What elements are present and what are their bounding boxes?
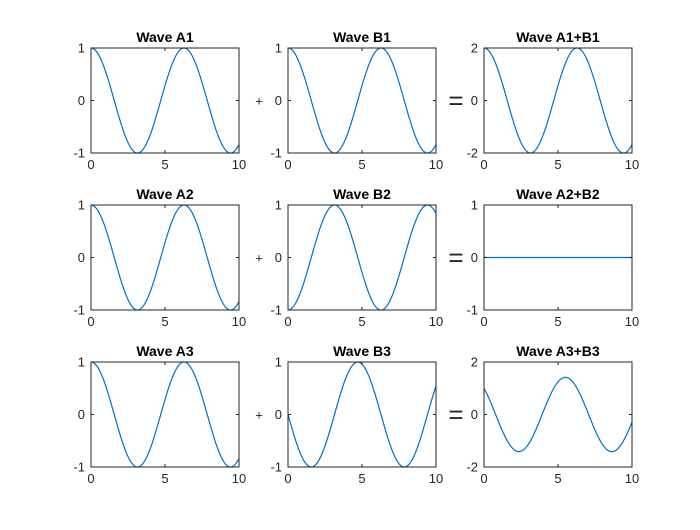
axes-box [287, 361, 437, 468]
y-tick-label: 0 [78, 250, 85, 265]
x-tick-label: 5 [554, 157, 561, 172]
subplot-6: Wave A2+B20 5 10-101 [466, 186, 639, 329]
plus-operator: + [255, 408, 263, 423]
series-line [90, 204, 240, 311]
x-tick-label: 0 [284, 157, 291, 172]
y-tick-label: 1 [78, 198, 85, 213]
subplot-title: Wave B2 [333, 186, 391, 202]
y-tick-label: -1 [270, 460, 282, 475]
series-line [287, 204, 437, 311]
plus-operator: + [255, 94, 263, 109]
series-line [287, 47, 437, 154]
x-tick-label: 10 [232, 314, 246, 329]
axes-box [483, 47, 633, 154]
y-tick-label: -1 [466, 303, 478, 318]
series-line [287, 361, 437, 468]
x-tick-label: 0 [480, 157, 487, 172]
subplot-9: Wave A3+B30 5 10-202 [466, 343, 639, 486]
y-tick-label: -2 [466, 460, 478, 475]
y-tick-label: 1 [78, 41, 85, 56]
axes-box [287, 204, 437, 311]
subplot-title: Wave A1+B1 [516, 29, 600, 45]
y-tick-label: -1 [270, 303, 282, 318]
subplot-4: Wave A20 5 10-101 [73, 186, 246, 329]
subplot-title: Wave B3 [333, 343, 391, 359]
y-tick-label: 0 [275, 407, 282, 422]
subplot-title: Wave B1 [333, 29, 391, 45]
x-tick-label: 5 [161, 471, 168, 486]
y-tick-label: 0 [471, 407, 478, 422]
x-tick-label: 0 [87, 314, 94, 329]
series-line [90, 47, 240, 154]
x-tick-label: 10 [232, 471, 246, 486]
x-tick-label: 10 [625, 314, 639, 329]
x-tick-label: 0 [284, 471, 291, 486]
y-tick-label: -1 [73, 146, 85, 161]
x-tick-label: 10 [232, 157, 246, 172]
x-tick-label: 10 [429, 314, 443, 329]
subplot-7: Wave A30 5 10-101 [73, 343, 246, 486]
equals-operator: = [448, 86, 463, 116]
x-tick-label: 10 [429, 157, 443, 172]
y-tick-label: 0 [78, 407, 85, 422]
y-tick-label: 1 [471, 198, 478, 213]
axes-box [90, 361, 240, 468]
equals-operator: = [448, 400, 463, 430]
x-tick-label: 0 [480, 471, 487, 486]
x-tick-label: 0 [87, 157, 94, 172]
series-line [483, 376, 633, 453]
x-tick-label: 10 [625, 157, 639, 172]
y-tick-label: 2 [471, 355, 478, 370]
plus-operator: + [255, 251, 263, 266]
y-tick-label: 1 [78, 355, 85, 370]
y-tick-label: 1 [275, 198, 282, 213]
x-tick-label: 5 [358, 157, 365, 172]
x-tick-label: 0 [284, 314, 291, 329]
y-tick-label: -1 [73, 303, 85, 318]
subplot-5: Wave B20 5 10-101 [270, 186, 443, 329]
y-tick-label: -1 [270, 146, 282, 161]
y-tick-label: 0 [471, 93, 478, 108]
subplot-2: Wave B10 5 10-101 [270, 29, 443, 172]
y-tick-label: 2 [471, 41, 478, 56]
x-tick-label: 5 [161, 157, 168, 172]
x-tick-label: 0 [87, 471, 94, 486]
y-tick-label: 1 [275, 355, 282, 370]
axes-box [90, 204, 240, 311]
x-tick-label: 5 [554, 314, 561, 329]
axes-box [90, 47, 240, 154]
y-tick-label: 0 [471, 250, 478, 265]
subplot-8: Wave B30 5 10-101 [270, 343, 443, 486]
x-tick-label: 10 [429, 471, 443, 486]
x-tick-label: 5 [358, 471, 365, 486]
y-tick-label: 0 [275, 250, 282, 265]
x-tick-label: 5 [358, 314, 365, 329]
x-tick-label: 10 [625, 471, 639, 486]
series-line [483, 47, 633, 154]
y-tick-label: 1 [275, 41, 282, 56]
subplot-1: Wave A10 5 10-101 [73, 29, 246, 172]
x-tick-label: 5 [161, 314, 168, 329]
subplot-title: Wave A2 [136, 186, 194, 202]
equals-operator: = [448, 243, 463, 273]
series-line [90, 361, 240, 468]
subplot-title: Wave A3+B3 [516, 343, 600, 359]
subplot-title: Wave A3 [136, 343, 194, 359]
x-tick-label: 0 [480, 314, 487, 329]
subplot-3: Wave A1+B10 5 10-202 [466, 29, 639, 172]
axes-box [287, 47, 437, 154]
x-tick-label: 5 [554, 471, 561, 486]
y-tick-label: 0 [78, 93, 85, 108]
y-tick-label: 0 [275, 93, 282, 108]
subplot-title: Wave A2+B2 [516, 186, 600, 202]
subplot-title: Wave A1 [136, 29, 194, 45]
y-tick-label: -2 [466, 146, 478, 161]
y-tick-label: -1 [73, 460, 85, 475]
